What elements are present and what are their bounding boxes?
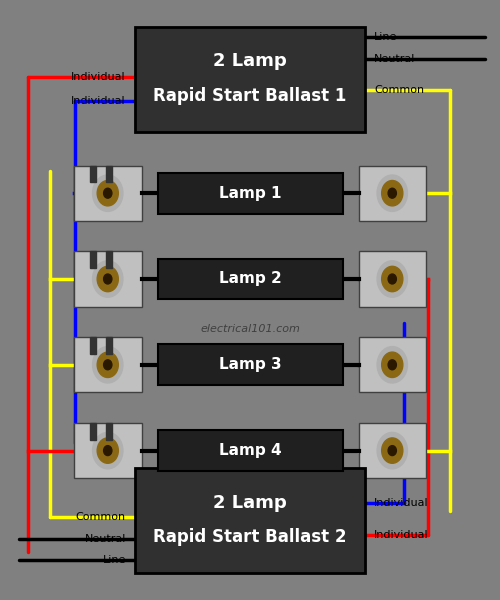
Circle shape <box>104 188 112 198</box>
Text: Individual: Individual <box>374 530 428 540</box>
Text: Lamp 4: Lamp 4 <box>218 443 282 458</box>
Circle shape <box>104 274 112 284</box>
Circle shape <box>97 266 118 292</box>
Text: Common: Common <box>76 512 126 522</box>
Text: Individual: Individual <box>374 498 428 508</box>
FancyBboxPatch shape <box>358 166 426 221</box>
Circle shape <box>97 352 118 377</box>
Circle shape <box>382 266 403 292</box>
FancyBboxPatch shape <box>158 173 342 214</box>
FancyBboxPatch shape <box>158 344 342 385</box>
FancyBboxPatch shape <box>74 251 142 307</box>
FancyBboxPatch shape <box>158 259 342 299</box>
Text: Neutral: Neutral <box>374 54 416 64</box>
Circle shape <box>92 261 123 297</box>
Circle shape <box>104 360 112 370</box>
Text: Rapid Start Ballast 2: Rapid Start Ballast 2 <box>153 528 347 546</box>
FancyBboxPatch shape <box>358 337 426 392</box>
Bar <box>106 423 112 440</box>
Bar <box>90 337 96 354</box>
Text: Common: Common <box>374 85 424 95</box>
Text: electrical101.com: electrical101.com <box>200 324 300 334</box>
FancyBboxPatch shape <box>74 337 142 392</box>
Bar <box>106 251 112 268</box>
Circle shape <box>97 181 118 206</box>
Text: 2 Lamp: 2 Lamp <box>213 52 287 70</box>
Circle shape <box>92 347 123 383</box>
Bar <box>90 251 96 268</box>
FancyBboxPatch shape <box>358 423 426 478</box>
Circle shape <box>92 175 123 211</box>
Text: Individual: Individual <box>72 96 126 106</box>
Text: Lamp 1: Lamp 1 <box>219 185 281 200</box>
Circle shape <box>377 175 408 211</box>
Bar <box>106 337 112 354</box>
FancyBboxPatch shape <box>358 251 426 307</box>
FancyBboxPatch shape <box>135 468 365 573</box>
Circle shape <box>388 360 396 370</box>
Bar <box>90 423 96 440</box>
Circle shape <box>377 347 408 383</box>
Circle shape <box>382 438 403 463</box>
Text: Lamp 3: Lamp 3 <box>218 357 282 372</box>
Circle shape <box>388 274 396 284</box>
Circle shape <box>104 446 112 455</box>
Circle shape <box>377 433 408 469</box>
Text: Line: Line <box>374 32 398 42</box>
FancyBboxPatch shape <box>158 430 342 471</box>
FancyBboxPatch shape <box>135 27 365 132</box>
Text: Lamp 2: Lamp 2 <box>218 271 282 286</box>
Bar <box>106 166 112 182</box>
Circle shape <box>97 438 118 463</box>
Circle shape <box>388 188 396 198</box>
Circle shape <box>388 446 396 455</box>
Circle shape <box>377 261 408 297</box>
Text: Neutral: Neutral <box>84 534 126 544</box>
Circle shape <box>382 352 403 377</box>
Text: 2 Lamp: 2 Lamp <box>213 493 287 511</box>
Circle shape <box>92 433 123 469</box>
Text: Line: Line <box>102 556 126 565</box>
Text: Individual: Individual <box>72 72 126 82</box>
FancyBboxPatch shape <box>74 423 142 478</box>
FancyBboxPatch shape <box>74 166 142 221</box>
Circle shape <box>382 181 403 206</box>
Bar <box>90 166 96 182</box>
Text: Rapid Start Ballast 1: Rapid Start Ballast 1 <box>154 87 346 106</box>
